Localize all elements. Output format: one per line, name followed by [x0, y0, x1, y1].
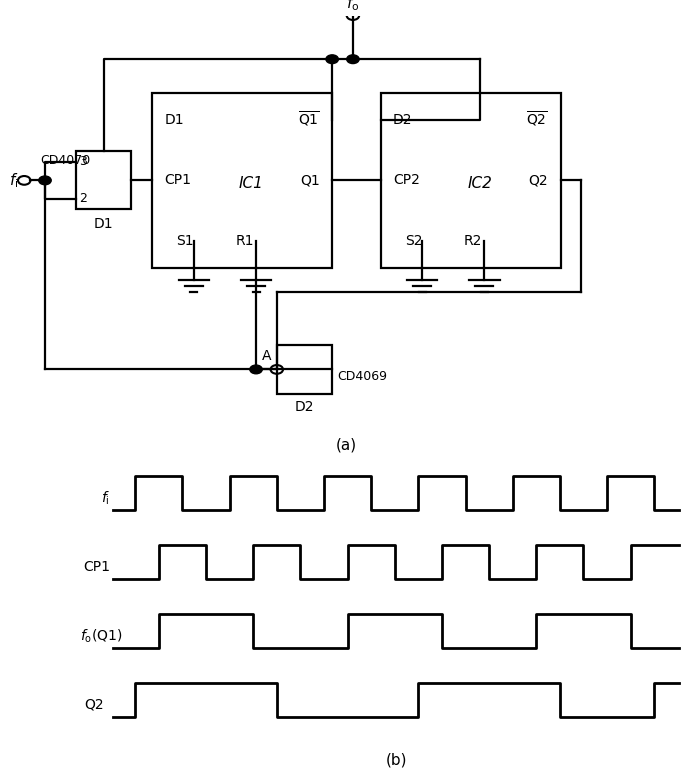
Text: $f_{\mathrm{i}}$: $f_{\mathrm{i}}$ — [102, 490, 110, 507]
Text: CD4070: CD4070 — [40, 153, 91, 167]
Circle shape — [347, 55, 359, 64]
Text: $f_{\mathrm{o}}$: $f_{\mathrm{o}}$ — [346, 0, 360, 12]
Text: Q1: Q1 — [300, 174, 320, 188]
Bar — [381, 93, 561, 268]
Text: S1: S1 — [176, 234, 194, 248]
Circle shape — [39, 176, 51, 185]
Text: $f_{\mathrm{i}}$: $f_{\mathrm{i}}$ — [9, 171, 19, 190]
Text: (b): (b) — [385, 753, 407, 767]
Text: CD4069: CD4069 — [338, 370, 388, 383]
Text: $\overline{\mathrm{Q2}}$: $\overline{\mathrm{Q2}}$ — [527, 110, 548, 129]
Circle shape — [250, 365, 262, 374]
Text: D2: D2 — [295, 400, 314, 414]
Text: S2: S2 — [405, 234, 422, 248]
Text: D1: D1 — [165, 113, 184, 127]
Text: 3: 3 — [79, 156, 86, 168]
Text: A: A — [262, 349, 271, 363]
Text: D1: D1 — [94, 217, 113, 231]
Text: CP2: CP2 — [393, 174, 420, 188]
Bar — [152, 93, 332, 268]
Circle shape — [326, 55, 338, 64]
Text: IC1: IC1 — [239, 176, 264, 192]
Text: Q2: Q2 — [84, 698, 104, 712]
Text: D2: D2 — [393, 113, 412, 127]
Text: 2: 2 — [79, 192, 86, 206]
Text: $\overline{\mathrm{Q1}}$: $\overline{\mathrm{Q1}}$ — [298, 110, 320, 129]
Text: CP1: CP1 — [165, 174, 192, 188]
Text: R2: R2 — [464, 234, 482, 248]
Text: (a): (a) — [336, 437, 356, 452]
Text: CP1: CP1 — [83, 560, 110, 574]
Text: R1: R1 — [235, 234, 254, 248]
Text: $f_{\mathrm{o}}$(Q1): $f_{\mathrm{o}}$(Q1) — [80, 627, 122, 645]
Text: IC2: IC2 — [467, 176, 492, 192]
Bar — [277, 345, 332, 393]
Text: Q2: Q2 — [529, 174, 548, 188]
Bar — [76, 151, 131, 210]
